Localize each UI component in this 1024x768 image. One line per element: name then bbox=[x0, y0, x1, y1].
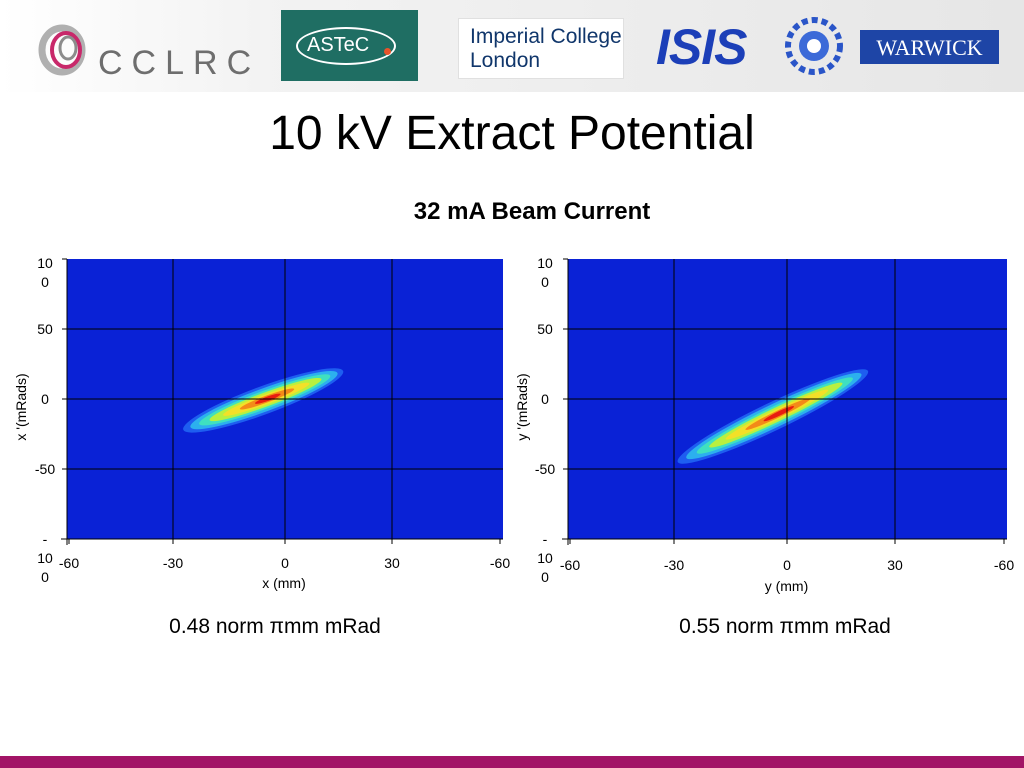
y-tick-label: 10 bbox=[537, 550, 553, 566]
imperial-logo: Imperial College London bbox=[458, 18, 624, 79]
y-tick-label: 0 bbox=[541, 569, 549, 585]
isis-logo: ISIS bbox=[654, 12, 844, 82]
y-tick-label: -50 bbox=[35, 461, 55, 477]
y-tick-label: 10 bbox=[37, 255, 53, 271]
x-emittance-label: 0.48 norm πmm mRad bbox=[169, 615, 381, 638]
y-tick-label: 10 bbox=[537, 255, 553, 271]
astec-dot-icon bbox=[384, 48, 391, 55]
x-axis-label: x (mm) bbox=[262, 575, 306, 591]
beam-distribution bbox=[183, 368, 344, 433]
cclrc-logo-text: CCLRC bbox=[98, 44, 261, 82]
x-axis-label: y (mm) bbox=[765, 578, 809, 594]
imperial-logo-line2: London bbox=[470, 49, 541, 72]
x-tick-label: 30 bbox=[887, 557, 903, 573]
y-tick-label: 50 bbox=[537, 321, 553, 337]
x-tick-label: 0 bbox=[783, 557, 791, 573]
x-tick-label: 0 bbox=[281, 555, 289, 571]
y-emittance-label: 0.55 norm πmm mRad bbox=[679, 615, 891, 638]
isis-target-icon bbox=[785, 17, 843, 75]
y-axis-label: x '(mRads) bbox=[13, 373, 29, 440]
x-tick-label: -60 bbox=[994, 557, 1014, 573]
cclrc-logo: CCLRC bbox=[38, 14, 251, 84]
x-tick-label: -30 bbox=[664, 557, 684, 573]
bottom-accent-bar bbox=[0, 756, 1024, 768]
astec-logo-text: ASTeC bbox=[307, 34, 370, 56]
page-title: 10 kV Extract Potential bbox=[269, 107, 755, 160]
cclrc-swirl-icon bbox=[38, 24, 86, 76]
y-tick-label: 0 bbox=[541, 391, 549, 407]
warwick-logo-text: WARWICK bbox=[876, 35, 983, 60]
astec-logo: ASTeC bbox=[281, 10, 418, 81]
x-tick-label: -60 bbox=[490, 555, 510, 571]
y-tick-label: -50 bbox=[535, 461, 555, 477]
y-tick-label: 50 bbox=[37, 321, 53, 337]
x-tick-label: -60 bbox=[59, 555, 79, 571]
astec-ring-icon bbox=[296, 27, 396, 65]
y-tick-label: 0 bbox=[41, 391, 49, 407]
y-tick-label: 0 bbox=[41, 274, 49, 290]
y-axis-label: y '(mRads) bbox=[514, 373, 530, 440]
x-tick-label: -60 bbox=[560, 557, 580, 573]
imperial-logo-line1: Imperial College bbox=[470, 25, 622, 48]
x-tick-label: -30 bbox=[163, 555, 183, 571]
y-tick-label: 0 bbox=[41, 569, 49, 585]
y-tick-label: - bbox=[43, 531, 48, 547]
x-tick-label: 30 bbox=[384, 555, 400, 571]
isis-logo-text: ISIS bbox=[656, 19, 747, 75]
contour-level-6 bbox=[763, 406, 795, 422]
page-subtitle: 32 mA Beam Current bbox=[413, 198, 651, 225]
y-tick-label: 0 bbox=[541, 274, 549, 290]
warwick-logo: WARWICK bbox=[860, 30, 999, 64]
y-tick-label: 10 bbox=[37, 550, 53, 566]
y-tick-label: - bbox=[543, 531, 548, 547]
